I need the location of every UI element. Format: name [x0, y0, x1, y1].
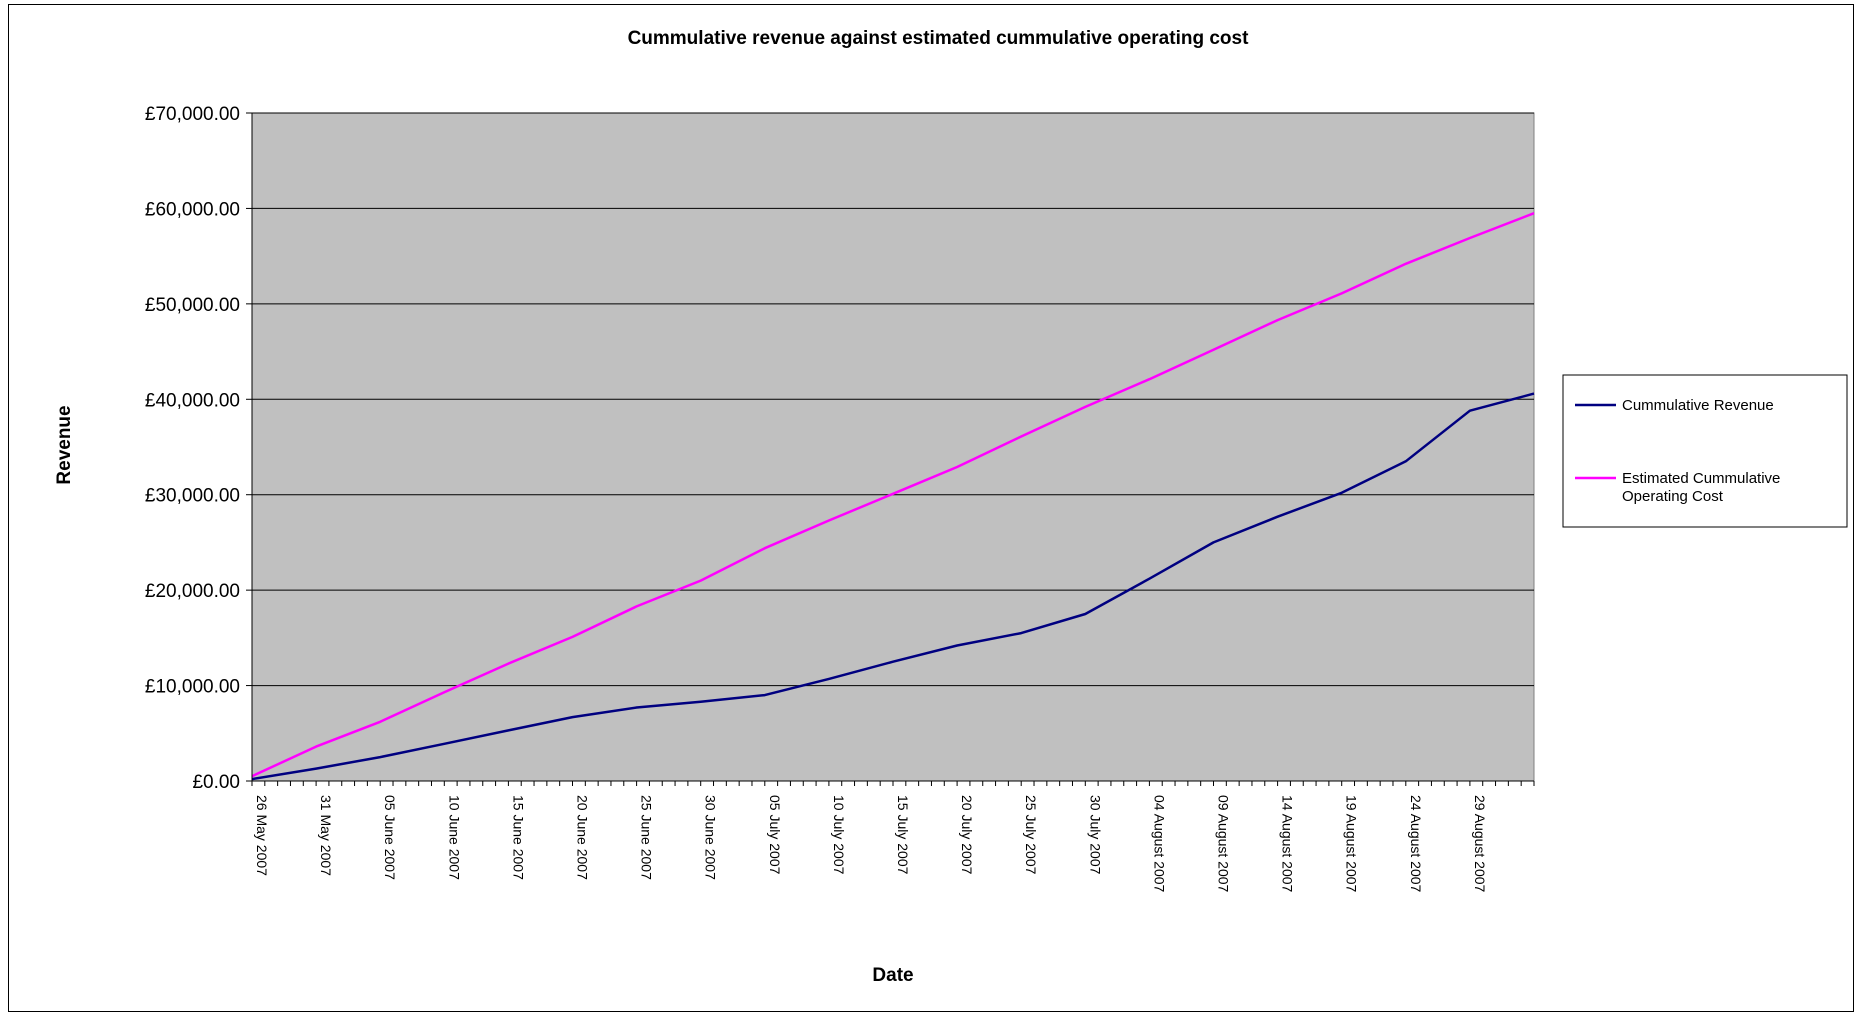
x-tick-label: 10 June 2007 — [446, 795, 462, 880]
x-tick-label: 24 August 2007 — [1408, 795, 1424, 893]
legend-label-revenue: Cummulative Revenue — [1622, 397, 1774, 414]
x-tick-label: 26 May 2007 — [254, 795, 270, 876]
series-lines — [251, 212, 1535, 781]
series-line-revenue — [251, 392, 1535, 781]
x-tick-label: 30 June 2007 — [703, 795, 719, 880]
legend-label-cost: Estimated Cummulative Operating Cost — [1622, 470, 1785, 505]
y-tick-label: £30,000.00 — [145, 486, 240, 507]
y-tick-label: £70,000.00 — [145, 104, 240, 125]
x-tick-label: 05 July 2007 — [767, 795, 783, 875]
gridlines — [252, 112, 1534, 687]
legend-box — [1562, 374, 1848, 528]
x-tick-label: 15 July 2007 — [895, 795, 911, 875]
y-tick-label: £40,000.00 — [145, 390, 240, 411]
y-tick-label: £60,000.00 — [145, 199, 240, 220]
y-tick-label: £20,000.00 — [145, 581, 240, 602]
x-tick-label: 25 June 2007 — [639, 795, 655, 880]
y-tick-label: £0.00 — [192, 772, 240, 793]
x-tick-label: 15 June 2007 — [510, 795, 526, 880]
chart-title: Cummulative revenue against estimated cu… — [628, 28, 1250, 49]
x-tick-label: 25 July 2007 — [1023, 795, 1039, 875]
x-tick-label: 30 July 2007 — [1087, 795, 1103, 875]
y-tick-label: £10,000.00 — [145, 677, 240, 698]
y-axis-ticks: £0.00 £10,000.00 £20,000.00 £30,000.00 £40,0… — [145, 104, 252, 793]
legend: Cummulative Revenue Estimated Cummulativ… — [1562, 374, 1848, 528]
x-tick-label: 19 August 2007 — [1344, 795, 1360, 893]
x-tick-label: 31 May 2007 — [318, 795, 334, 876]
x-tick-label: 14 August 2007 — [1280, 795, 1296, 893]
x-tick-label: 10 July 2007 — [831, 795, 847, 875]
x-tick-label: 05 June 2007 — [382, 795, 398, 880]
x-tick-label: 20 June 2007 — [575, 795, 591, 880]
plot-area — [251, 112, 1535, 782]
x-tick-label: 04 August 2007 — [1151, 795, 1167, 893]
x-axis-label: Date — [872, 965, 913, 986]
y-tick-label: £50,000.00 — [145, 295, 240, 316]
x-tick-label: 20 July 2007 — [959, 795, 975, 875]
x-axis-ticks: 26 May 2007 31 May 2007 05 June 2007 10 Jun… — [251, 781, 1535, 893]
series-line-cost — [251, 212, 1535, 778]
y-axis-label: Revenue — [54, 405, 75, 484]
x-tick-label: 09 August 2007 — [1216, 795, 1232, 893]
x-tick-label: 29 August 2007 — [1472, 795, 1488, 893]
